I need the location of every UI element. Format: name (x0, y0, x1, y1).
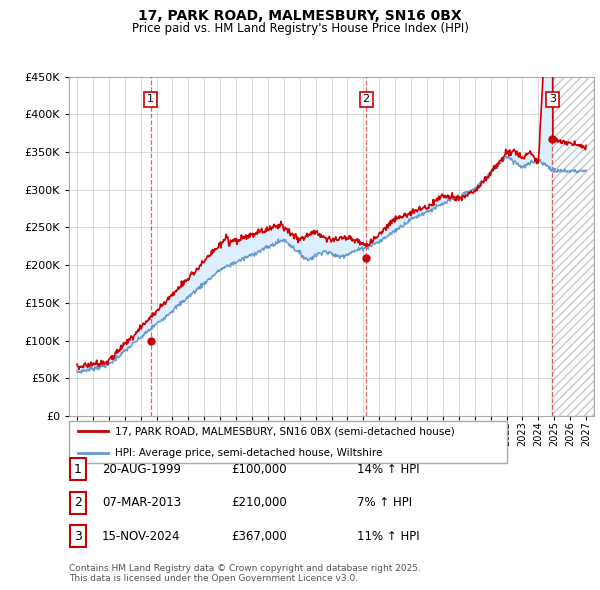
Text: £100,000: £100,000 (231, 463, 287, 476)
Text: £367,000: £367,000 (231, 530, 287, 543)
FancyBboxPatch shape (69, 421, 507, 463)
Text: Price paid vs. HM Land Registry's House Price Index (HPI): Price paid vs. HM Land Registry's House … (131, 22, 469, 35)
Text: 2: 2 (74, 496, 82, 509)
Text: Contains HM Land Registry data © Crown copyright and database right 2025.
This d: Contains HM Land Registry data © Crown c… (69, 563, 421, 583)
Text: 17, PARK ROAD, MALMESBURY, SN16 0BX: 17, PARK ROAD, MALMESBURY, SN16 0BX (138, 9, 462, 24)
FancyBboxPatch shape (70, 458, 86, 480)
Text: £210,000: £210,000 (231, 496, 287, 509)
Text: 1: 1 (147, 94, 154, 104)
Text: 1: 1 (74, 463, 82, 476)
Text: HPI: Average price, semi-detached house, Wiltshire: HPI: Average price, semi-detached house,… (115, 448, 382, 457)
Text: 3: 3 (549, 94, 556, 104)
Text: 20-AUG-1999: 20-AUG-1999 (102, 463, 181, 476)
FancyBboxPatch shape (70, 491, 86, 514)
Text: 15-NOV-2024: 15-NOV-2024 (102, 530, 181, 543)
Text: 07-MAR-2013: 07-MAR-2013 (102, 496, 181, 509)
Text: 3: 3 (74, 530, 82, 543)
FancyBboxPatch shape (70, 525, 86, 548)
Text: 7% ↑ HPI: 7% ↑ HPI (357, 496, 412, 509)
Text: 2: 2 (362, 94, 370, 104)
Text: 17, PARK ROAD, MALMESBURY, SN16 0BX (semi-detached house): 17, PARK ROAD, MALMESBURY, SN16 0BX (sem… (115, 427, 455, 436)
Text: 11% ↑ HPI: 11% ↑ HPI (357, 530, 419, 543)
Text: 14% ↑ HPI: 14% ↑ HPI (357, 463, 419, 476)
